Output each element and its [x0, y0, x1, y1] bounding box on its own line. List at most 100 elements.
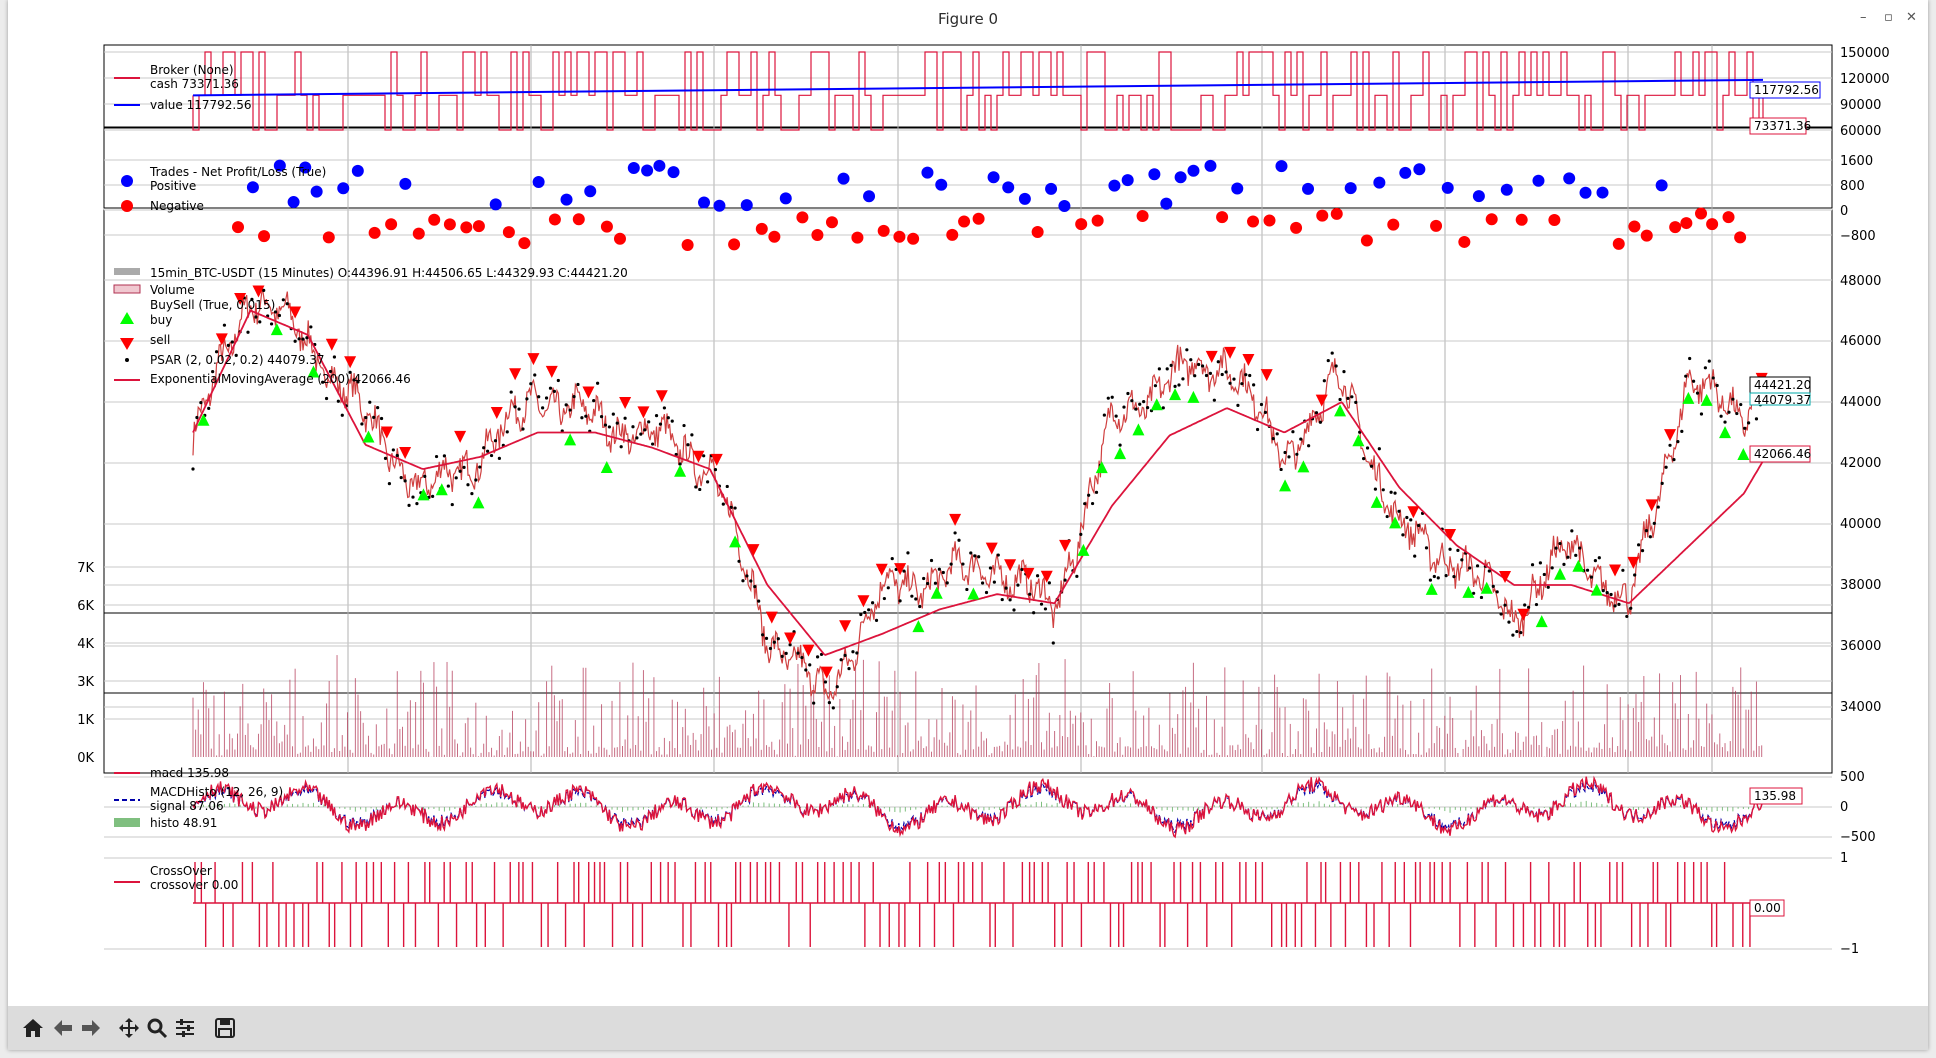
psar-point: [1428, 578, 1433, 582]
cash-line: [192, 51, 1764, 131]
psar-point: [1263, 410, 1268, 414]
sell-marker: [802, 644, 815, 657]
psar-point: [1314, 411, 1319, 415]
positive-trade: [698, 196, 711, 209]
negative-trade: [1669, 221, 1682, 234]
psar-point: [992, 580, 996, 584]
psar-point: [1165, 367, 1169, 371]
psar-point: [1200, 364, 1205, 368]
sell-marker: [1444, 528, 1457, 541]
psar-point: [1495, 590, 1499, 594]
save-button[interactable]: [212, 1015, 238, 1041]
minimize-icon[interactable]: –: [1860, 10, 1867, 25]
sell-marker: [949, 513, 962, 526]
value-legend-label: value 117792.56: [150, 98, 251, 112]
psar-point: [1197, 362, 1201, 367]
psar-point: [1393, 491, 1397, 495]
psar-point: [1079, 532, 1083, 536]
psar-point: [1574, 553, 1578, 557]
psar-point: [1236, 403, 1240, 407]
psar-point: [348, 370, 352, 374]
volume-legend-label: Volume: [150, 283, 195, 297]
restore-icon[interactable]: ▫: [1884, 10, 1893, 25]
pan-button[interactable]: [116, 1015, 142, 1041]
psar-point: [1739, 402, 1743, 407]
crossover-yticks: 1 −1: [1840, 851, 1859, 957]
price-ytick: 34000: [1840, 700, 1881, 715]
negative-trade: [322, 231, 335, 244]
sell-marker: [399, 447, 412, 460]
psar-point: [1208, 371, 1213, 376]
negative-trade: [1485, 213, 1498, 226]
psar-point: [305, 336, 309, 340]
home-button[interactable]: [20, 1015, 46, 1041]
psar-point: [914, 597, 918, 601]
sell-marker: [215, 333, 228, 346]
psar-point: [1397, 509, 1401, 513]
psar-point: [1676, 440, 1680, 444]
psar-point: [548, 386, 553, 390]
psar-point: [898, 599, 902, 603]
psar-point: [1126, 391, 1130, 396]
positive-trade: [273, 159, 286, 172]
psar-point: [1118, 443, 1122, 447]
negative-trade: [768, 230, 781, 243]
positive-trade: [1413, 163, 1426, 176]
psar-point: [961, 562, 965, 566]
forward-button[interactable]: [78, 1015, 104, 1041]
psar-point: [847, 667, 851, 671]
psar-point: [1409, 518, 1413, 522]
psar-point: [254, 315, 258, 319]
negative-trade: [443, 218, 456, 231]
buy-marker: [729, 535, 742, 548]
psar-point: [1546, 585, 1550, 589]
trades-ytick: 0: [1840, 204, 1848, 219]
psar-point: [741, 579, 745, 583]
psar-point: [1373, 487, 1378, 491]
psar-point: [619, 445, 623, 449]
psar-point: [988, 566, 993, 570]
psar-point: [1746, 421, 1751, 425]
sell-marker: [839, 620, 852, 633]
psar-point: [1130, 399, 1134, 403]
psar-point: [855, 651, 859, 655]
psar-point: [269, 322, 274, 326]
psar-point: [1487, 569, 1491, 573]
positive-trade: [1472, 190, 1485, 203]
psar-point: [544, 396, 549, 400]
psar-point: [957, 538, 961, 542]
close-icon[interactable]: ✕: [1906, 10, 1917, 25]
psar-point: [953, 531, 957, 535]
buy-marker: [1132, 423, 1145, 436]
psar-point: [517, 407, 521, 411]
buy-marker: [1279, 479, 1292, 492]
psar-point: [1307, 444, 1311, 448]
psar-point: [1527, 605, 1531, 609]
sliders-icon: [176, 1019, 194, 1037]
sell-marker: [252, 285, 265, 298]
psar-point: [623, 416, 627, 420]
buy-marker: [1719, 426, 1732, 439]
sell-legend-label: sell: [150, 333, 170, 347]
psar-point: [796, 651, 800, 655]
psar-point: [1629, 606, 1633, 610]
macd-ytick: 0: [1840, 800, 1848, 815]
close-tag: 44421.20: [1754, 378, 1811, 392]
psar-point: [1648, 535, 1652, 539]
sell-marker: [1627, 556, 1640, 569]
psar-point: [372, 415, 376, 419]
psar-point: [226, 343, 230, 347]
psar-point: [1499, 612, 1503, 616]
back-button[interactable]: [50, 1015, 76, 1041]
psar-point: [1244, 373, 1248, 377]
psar-point: [556, 378, 560, 383]
negative-trade: [1628, 220, 1641, 233]
volume-ytick: 6K: [77, 599, 94, 614]
configure-subplots-button[interactable]: [172, 1015, 198, 1041]
psar-point: [1106, 396, 1110, 400]
zoom-button[interactable]: [144, 1015, 170, 1041]
sell-marker: [509, 368, 522, 381]
negative-trade: [825, 216, 838, 229]
positive-trade: [1160, 197, 1173, 210]
negative-trade: [1387, 218, 1400, 231]
